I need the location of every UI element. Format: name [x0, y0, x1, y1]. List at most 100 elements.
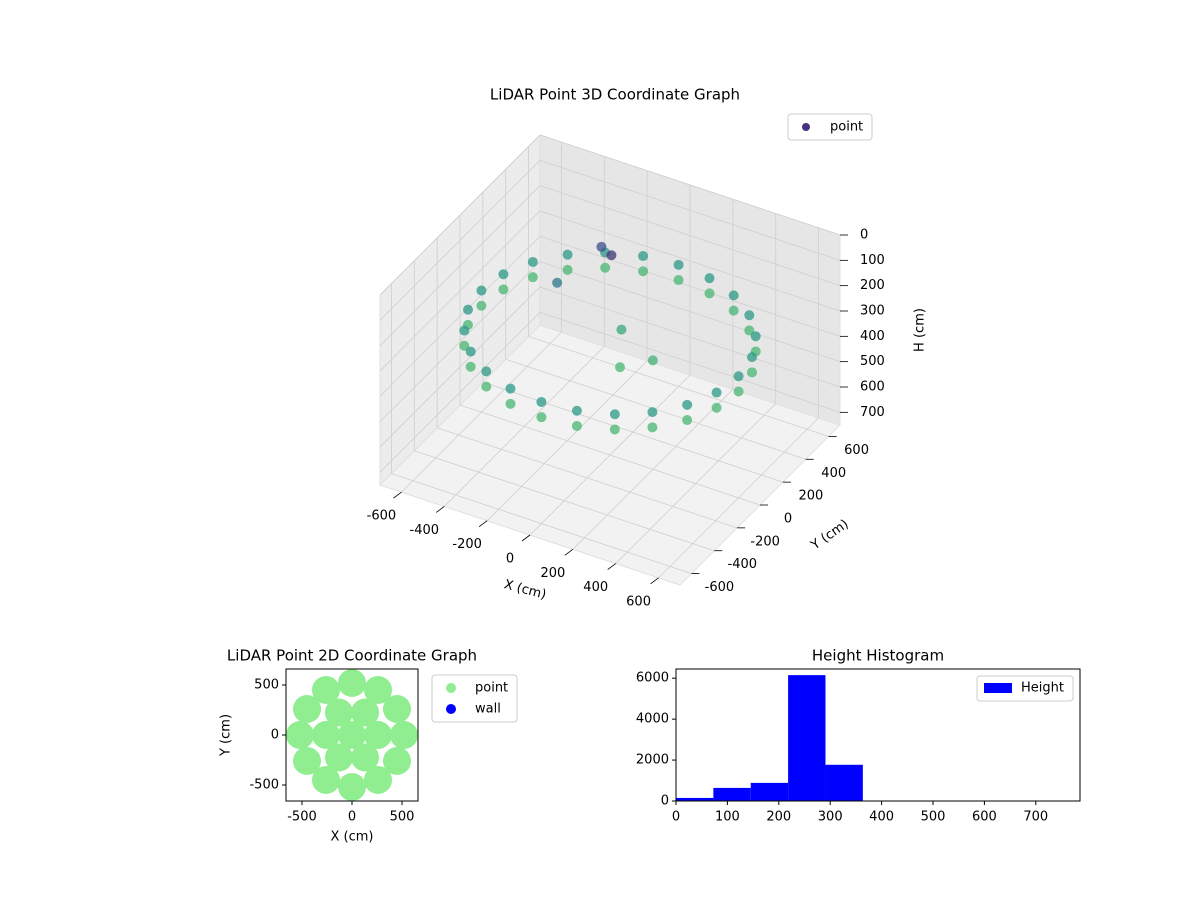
- grid-line: [437, 427, 738, 529]
- point: [609, 424, 620, 435]
- z-axis-label: H (cm): [913, 308, 928, 352]
- point: [325, 698, 353, 727]
- point: [351, 743, 379, 772]
- legend-label: point: [475, 681, 508, 696]
- y-tick-label: 4000: [636, 712, 669, 727]
- chart-title: Height Histogram: [812, 647, 944, 665]
- point: [600, 262, 611, 273]
- z-tick-label: 600: [860, 380, 885, 395]
- x-tick-label: 200: [540, 566, 565, 581]
- bar: [750, 782, 789, 801]
- point: [498, 269, 509, 280]
- grid-line: [539, 235, 841, 337]
- grid-line: [539, 134, 841, 236]
- y-tick-label: 500: [254, 678, 279, 693]
- grid-line: [379, 312, 541, 473]
- point: [552, 277, 563, 288]
- grid-line: [459, 404, 761, 506]
- legend-marker: [802, 123, 810, 131]
- tick-mark: [521, 534, 531, 542]
- point: [704, 273, 715, 284]
- legend-marker: [446, 683, 456, 693]
- x-tick-label: 700: [1023, 810, 1048, 825]
- point: [476, 285, 487, 296]
- point: [463, 304, 473, 315]
- point: [596, 241, 607, 252]
- point: [571, 405, 582, 416]
- grid-line: [379, 160, 541, 321]
- point: [711, 387, 722, 398]
- x-tick-label: -600: [367, 509, 397, 524]
- grid-line: [482, 381, 783, 483]
- axes-frame: [675, 668, 1081, 802]
- legend-box: [787, 113, 873, 141]
- point: [293, 747, 321, 775]
- legend-label: Height: [1021, 681, 1064, 696]
- point: [498, 284, 509, 295]
- y-tick-label: -200: [750, 534, 780, 549]
- point: [704, 288, 715, 299]
- point: [733, 386, 744, 397]
- y-tick-label: 400: [821, 466, 846, 481]
- y-tick-label: 2000: [636, 753, 669, 768]
- point: [682, 415, 693, 426]
- point: [465, 346, 476, 357]
- point: [476, 300, 487, 311]
- grid-line: [539, 311, 841, 413]
- point: [673, 259, 684, 270]
- x-axis-label: X (cm): [331, 830, 374, 845]
- x-tick-label: -200: [452, 537, 482, 552]
- point: [750, 331, 761, 342]
- point: [527, 272, 538, 283]
- bar: [788, 675, 826, 801]
- point: [609, 409, 620, 420]
- point: [481, 366, 492, 377]
- y-tick-label: -400: [728, 557, 758, 572]
- point: [312, 766, 340, 794]
- point: [571, 420, 582, 431]
- y-tick-label: 0: [661, 794, 669, 809]
- tick-mark: [478, 520, 488, 528]
- y-tick-label: -600: [705, 580, 735, 595]
- tick-mark: [564, 548, 574, 556]
- point: [744, 310, 755, 321]
- y-tick-label: 0: [271, 728, 279, 743]
- legend-box: [431, 674, 518, 723]
- y-tick-label: -500: [249, 778, 279, 793]
- point: [364, 721, 392, 749]
- tick-mark: [436, 506, 445, 513]
- grid-line: [379, 210, 541, 372]
- point: [293, 695, 321, 723]
- point: [325, 743, 353, 772]
- point: [338, 773, 366, 801]
- z-tick-label: 200: [860, 278, 885, 293]
- grid-line: [539, 210, 841, 312]
- grid-line: [379, 286, 541, 448]
- point: [728, 290, 739, 301]
- point: [606, 250, 617, 261]
- point: [505, 383, 516, 394]
- point: [383, 747, 411, 775]
- point: [744, 325, 755, 336]
- x-tick-label: 300: [818, 810, 843, 825]
- z-tick-label: 700: [860, 405, 885, 420]
- point: [364, 676, 392, 704]
- chart-title: LiDAR Point 3D Coordinate Graph: [490, 86, 740, 104]
- point: [733, 371, 744, 382]
- point: [647, 355, 658, 366]
- point: [647, 422, 658, 433]
- x-tick-label: 500: [390, 810, 415, 825]
- y-tick-label: 0: [784, 512, 792, 527]
- x-tick-label: 500: [921, 810, 946, 825]
- x-tick-label: -400: [410, 523, 440, 538]
- grid-line: [379, 236, 541, 397]
- point: [562, 264, 573, 275]
- point: [312, 676, 340, 704]
- y-tick-label: 6000: [636, 671, 669, 686]
- point: [286, 721, 314, 749]
- grid-line: [379, 261, 541, 422]
- point: [673, 275, 684, 286]
- x-tick-label: 600: [626, 594, 651, 609]
- x-tick-label: 400: [869, 810, 894, 825]
